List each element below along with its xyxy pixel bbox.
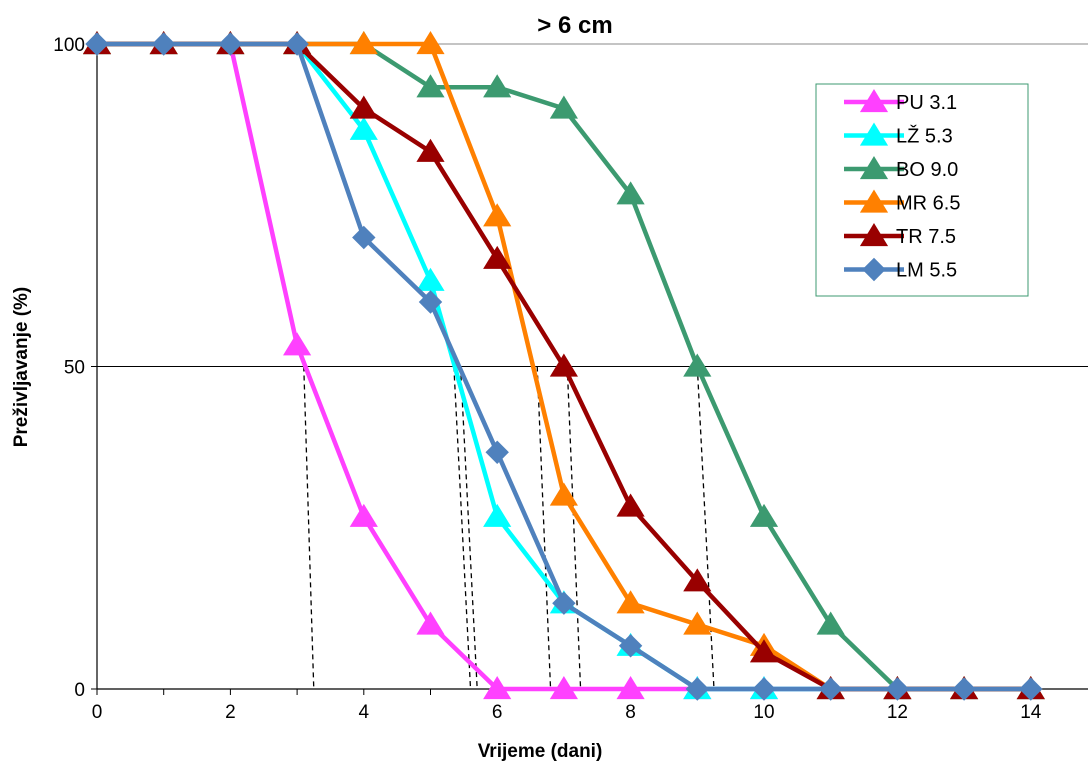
y-axis-title: Preživljavanje (%) (11, 287, 32, 448)
legend-box (815, 83, 1029, 297)
series-5 (85, 32, 1043, 701)
data-point (483, 676, 512, 700)
legend-marker (859, 156, 889, 180)
x-tick-label: 8 (625, 702, 636, 723)
data-point (485, 440, 509, 464)
x-tick-label: 10 (753, 702, 774, 723)
annotation-drop-line (303, 366, 315, 690)
data-point (151, 32, 176, 56)
data-point (549, 482, 578, 506)
legend-marker (862, 257, 886, 282)
legend-label: MR 6.5 (896, 193, 960, 215)
chart-title: > 6 cm (537, 12, 612, 39)
data-point (416, 74, 445, 98)
data-point (349, 31, 378, 55)
data-point (1019, 677, 1043, 701)
x-tick-label: 2 (225, 702, 236, 723)
legend-label: TR 7.5 (896, 226, 956, 248)
data-point (683, 353, 712, 377)
data-point (352, 225, 376, 250)
annotation-drop-line (566, 366, 582, 690)
legend: PU 3.1 LŽ 5.3 BO 9.0 MR 6.5 TR 7.5 LM 5.5 (815, 83, 1029, 297)
data-point (483, 245, 512, 269)
data-point (749, 503, 779, 527)
data-point (285, 32, 309, 56)
series-layer (82, 31, 1045, 701)
data-point (483, 203, 512, 227)
data-point (218, 32, 243, 56)
x-tick-label: 12 (887, 702, 908, 723)
data-point (416, 31, 445, 55)
y-tick-label: 50 (64, 358, 85, 379)
data-point (816, 611, 845, 635)
data-point (416, 267, 445, 291)
annotation-drop-line (696, 366, 715, 690)
data-point (685, 677, 710, 701)
data-point (752, 677, 776, 701)
x-tick-label: 0 (92, 702, 103, 723)
data-point (616, 590, 645, 614)
data-point (283, 332, 312, 356)
x-tick-label: 14 (1020, 702, 1042, 723)
data-point (749, 639, 779, 663)
x-axis-title: Vrijeme (dani) (478, 741, 603, 762)
x-tick-label: 4 (359, 702, 370, 723)
data-point (683, 568, 712, 592)
data-point (885, 677, 910, 701)
data-point (349, 95, 378, 119)
legend-marker (859, 189, 889, 213)
tick-labels: 0 2 4 6 8 10 12 14 0 50 100 (53, 35, 1041, 723)
y-tick-label: 100 (53, 35, 85, 56)
data-point (416, 138, 445, 162)
data-point (952, 677, 976, 701)
data-point (616, 493, 645, 517)
data-point (349, 116, 378, 140)
data-point (618, 634, 643, 658)
legend-marker (859, 89, 889, 113)
legend-label: LŽ 5.3 (896, 125, 953, 148)
data-point (818, 677, 843, 701)
y-tick-label: 0 (74, 680, 85, 701)
data-point (549, 353, 578, 377)
data-point (616, 676, 645, 700)
legend-label: LM 5.5 (896, 260, 957, 282)
legend-marker (859, 122, 889, 146)
data-point (683, 611, 712, 635)
data-point (483, 74, 512, 98)
legend-label: PU 3.1 (896, 92, 957, 114)
data-point (418, 290, 443, 314)
data-point (416, 611, 445, 635)
data-point (549, 676, 578, 700)
data-point (85, 32, 109, 56)
data-point (616, 181, 645, 205)
x-tick-label: 6 (492, 702, 503, 723)
data-point (552, 591, 576, 615)
legend-marker (859, 223, 889, 247)
legend-label: BO 9.0 (896, 159, 958, 181)
data-point (349, 503, 378, 527)
data-point (549, 95, 578, 119)
data-point (483, 503, 512, 527)
